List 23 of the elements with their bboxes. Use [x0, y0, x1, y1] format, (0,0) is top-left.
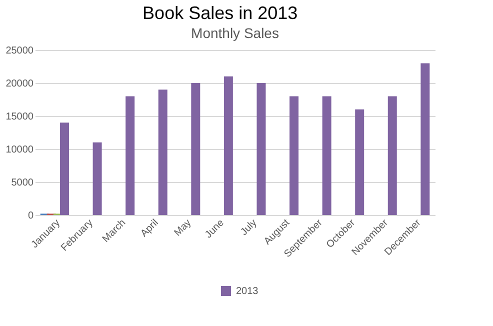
- y-tick-label: 25000: [6, 46, 34, 56]
- bar: [60, 122, 70, 215]
- y-tick-label: 5000: [11, 178, 34, 188]
- chart-title: Book Sales in 2013: [142, 3, 298, 23]
- bar: [224, 76, 233, 215]
- y-tick-label: 0: [28, 210, 34, 222]
- y-tick-label: 15000: [6, 112, 34, 122]
- bar: [355, 109, 364, 215]
- bar: [191, 83, 200, 215]
- x-tick-label: May: [172, 218, 194, 239]
- bar: [158, 90, 168, 215]
- bar: [388, 96, 397, 215]
- bar: [256, 83, 266, 215]
- x-tick-label: July: [238, 218, 260, 238]
- bar: [322, 96, 332, 215]
- bar: [420, 63, 430, 215]
- bar: [126, 96, 135, 215]
- chart-subtitle: Monthly Sales: [191, 25, 279, 41]
- bar: [290, 96, 299, 215]
- y-tick-label: 10000: [6, 144, 34, 156]
- y-tick-label: 20000: [6, 78, 34, 90]
- bar: [92, 142, 102, 215]
- legend-label: 2013: [236, 286, 259, 297]
